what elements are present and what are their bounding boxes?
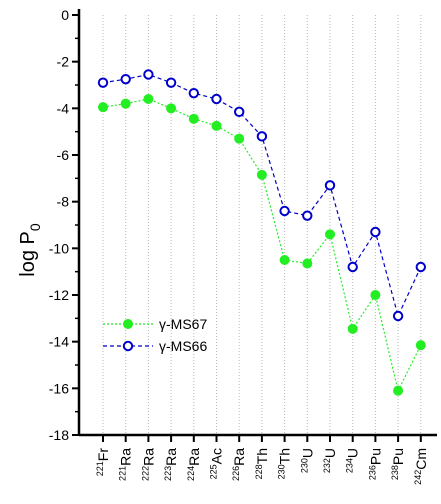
- legend: γ-MS67 γ-MS66: [103, 316, 207, 354]
- x-tick-label: 222Ra: [140, 448, 156, 481]
- x-ticks: 221Fr 221Ra 222Ra 223Ra 224Ra 225Ac 226Ra 228Th…: [95, 435, 429, 485]
- y-axis-label-main: log P: [17, 231, 39, 277]
- y-ticks: 0 -2 -4 -6 -8 -10 -12 -14 -16 -18: [49, 7, 79, 443]
- series-point: [279, 255, 290, 265]
- series-point: [347, 323, 358, 334]
- x-tick-label: 228Th: [254, 448, 270, 479]
- x-tick-label: 221Fr: [95, 448, 111, 477]
- series-point: [302, 210, 313, 221]
- series-layer: [97, 69, 426, 396]
- series-point: [97, 77, 109, 88]
- series-point: [166, 103, 177, 114]
- series-point: [324, 180, 336, 191]
- series-point: [234, 106, 245, 118]
- series-point: [325, 229, 335, 240]
- x-tick-label: 223Ra: [163, 448, 179, 481]
- series-point: [279, 205, 290, 217]
- x-tick-label: 221Ra: [118, 448, 134, 481]
- y-tick-label: -2: [57, 54, 70, 70]
- y-tick-label: -4: [57, 100, 70, 116]
- x-tick-label: 225Ac: [209, 448, 225, 479]
- legend-marker: [122, 340, 134, 352]
- series-point: [165, 77, 177, 88]
- y-tick-label: -14: [49, 334, 69, 350]
- series-line: [102, 98, 422, 393]
- y-tick-label: -12: [49, 287, 69, 303]
- series-point: [302, 258, 313, 269]
- legend-marker: [123, 319, 133, 329]
- x-tick-label: 242Cm: [413, 448, 429, 485]
- series-point: [211, 120, 222, 131]
- y-tick-label: 0: [61, 7, 69, 23]
- x-tick-label: 226Ra: [231, 448, 247, 481]
- x-tick-label: 238Pu: [390, 448, 406, 480]
- series-point: [211, 93, 222, 105]
- y-tick-label: -18: [49, 427, 69, 443]
- x-tick-label: 232U: [322, 448, 338, 473]
- series-point: [370, 226, 381, 238]
- series-point: [120, 73, 131, 85]
- legend-label: γ-MS67: [159, 316, 207, 332]
- x-tick-label: 236Pu: [367, 448, 383, 480]
- y-tick-label: -16: [49, 380, 69, 396]
- y-tick-label: -6: [57, 147, 70, 163]
- series-point: [98, 102, 108, 113]
- legend-label: γ-MS66: [159, 338, 207, 354]
- axes: [77, 9, 437, 437]
- series-point: [393, 385, 404, 396]
- y-axis-label: log P0: [17, 223, 43, 277]
- series-point: [256, 131, 268, 142]
- series-point: [143, 69, 154, 80]
- x-tick-label: 224Ra: [186, 448, 202, 481]
- y-tick-label: -10: [49, 240, 69, 256]
- series-point: [256, 169, 267, 180]
- series-point: [188, 87, 200, 99]
- x-tick-label: 230U: [299, 448, 315, 473]
- x-tick-label: 230Th: [277, 448, 293, 479]
- series-point: [392, 310, 404, 322]
- series-point: [120, 98, 131, 109]
- y-tick-label: -8: [57, 194, 70, 210]
- series-point: [234, 133, 245, 144]
- series-point: [188, 113, 199, 124]
- series-point: [415, 261, 426, 273]
- series-point: [143, 94, 154, 104]
- series-point: [347, 261, 358, 273]
- series-point: [415, 340, 426, 351]
- y-axis-label-subscript: 0: [27, 223, 43, 231]
- x-tick-label: 234U: [345, 448, 361, 473]
- series-point: [370, 290, 381, 300]
